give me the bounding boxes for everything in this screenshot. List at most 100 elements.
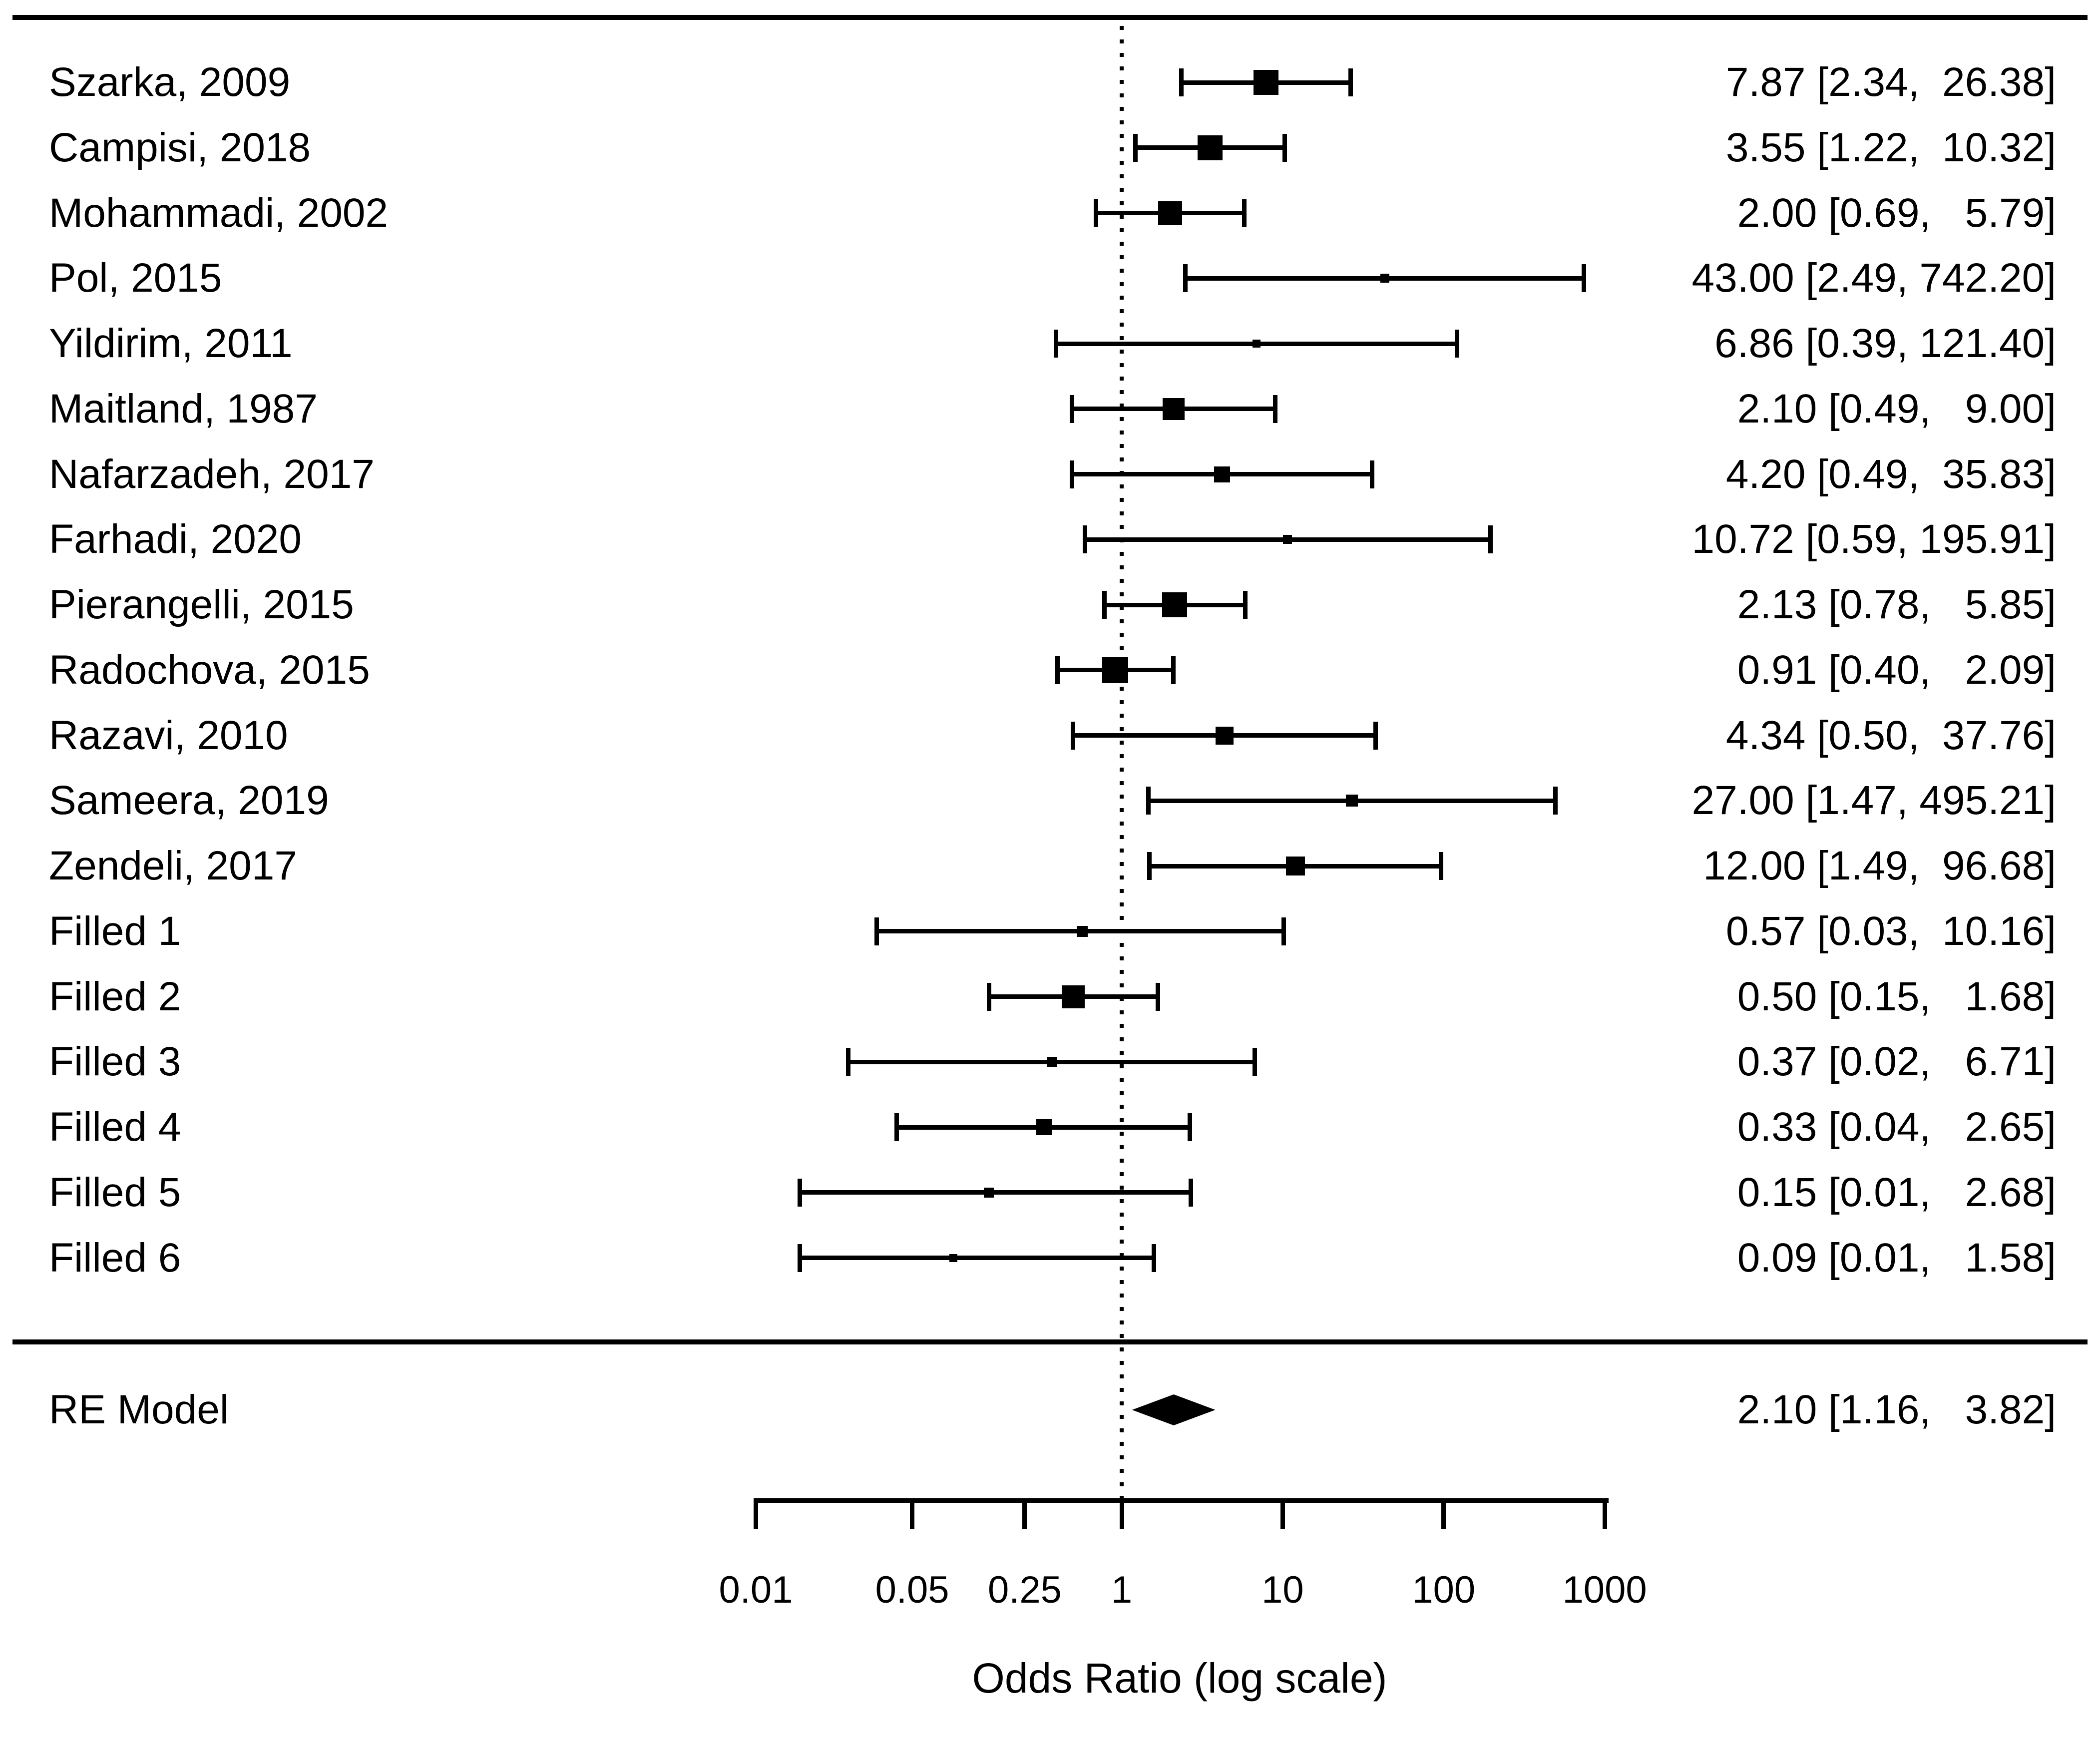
study-annotation: 10.72 [0.59, 195.91] (1691, 516, 2056, 562)
x-axis-tick (754, 1499, 758, 1529)
ci-cap-lower (1102, 591, 1107, 619)
ci-cap-upper (1488, 525, 1493, 554)
study-annotation: 3.55 [1.22, 10.32] (1714, 124, 2056, 170)
ci-cap-lower (1071, 721, 1076, 750)
ci-cap-upper (1273, 395, 1278, 423)
ci-cap-lower (986, 982, 991, 1011)
ci-cap-upper (1282, 133, 1287, 162)
study-annotation: 2.13 [0.78, 5.85] (1725, 582, 2056, 627)
x-axis-tick-label: 0.25 (987, 1569, 1062, 1611)
study-annotation: 4.34 [0.50, 37.76] (1714, 712, 2056, 758)
study-label: Maitland, 1987 (49, 386, 318, 432)
ci-cap-upper (1243, 591, 1248, 619)
ci-line (800, 1256, 1154, 1260)
summary-diamond (1132, 1394, 1216, 1425)
study-label: Nafarzadeh, 2017 (49, 451, 375, 497)
x-axis-tick-label: 0.01 (719, 1569, 793, 1611)
ci-cap-upper (1188, 1178, 1193, 1207)
x-axis-tick-label: 10 (1261, 1569, 1304, 1611)
study-label: Filled 5 (49, 1169, 181, 1215)
study-label: Filled 2 (49, 973, 181, 1019)
ci-cap-lower (1183, 264, 1188, 293)
ci-cap-lower (1146, 787, 1151, 815)
point-estimate-square (1252, 340, 1260, 348)
point-estimate-square (1346, 795, 1358, 807)
top-rule (12, 15, 2088, 20)
x-axis-tick (1119, 1499, 1124, 1529)
ci-cap-lower (1179, 68, 1184, 96)
ci-cap-lower (1053, 330, 1058, 358)
ci-cap-upper (1439, 852, 1444, 880)
ci-cap-upper (1156, 982, 1161, 1011)
study-annotation: 0.37 [0.02, 6.71] (1725, 1039, 2056, 1085)
study-label: Pol, 2015 (49, 255, 222, 301)
study-annotation: 0.33 [0.04, 2.65] (1725, 1104, 2056, 1150)
ci-cap-upper (1187, 1113, 1192, 1141)
ci-cap-upper (1151, 1244, 1156, 1272)
x-axis-line (754, 1498, 1609, 1503)
study-label: Filled 1 (49, 908, 181, 954)
study-label: Yildirim, 2011 (49, 321, 293, 366)
ci-cap-lower (797, 1178, 802, 1207)
separator-rule (12, 1339, 2088, 1344)
ci-cap-upper (1369, 460, 1374, 488)
reference-line-or-1 (1120, 26, 1124, 1498)
ci-line (800, 1190, 1191, 1195)
summary-annotation: 2.10 [1.16, 3.82] (1725, 1387, 2056, 1432)
ci-cap-lower (1069, 460, 1074, 488)
study-label: Zendeli, 2017 (49, 843, 297, 888)
ci-cap-lower (1082, 525, 1087, 554)
point-estimate-square (1162, 592, 1187, 617)
point-estimate-square (1061, 985, 1085, 1008)
point-estimate-square (1077, 925, 1088, 937)
study-label: Sameera, 2019 (49, 778, 329, 824)
ci-cap-lower (1133, 133, 1138, 162)
study-annotation: 0.50 [0.15, 1.68] (1725, 973, 2056, 1019)
ci-cap-lower (845, 1048, 850, 1076)
point-estimate-square (1214, 466, 1230, 482)
study-annotation: 7.87 [2.34, 26.38] (1714, 59, 2056, 105)
ci-cap-upper (1253, 1048, 1257, 1076)
study-label: Filled 6 (49, 1235, 181, 1281)
x-axis-tick-label: 1 (1111, 1569, 1133, 1611)
study-label: Farhadi, 2020 (49, 516, 302, 562)
x-axis-tick-label: 0.05 (875, 1569, 949, 1611)
x-axis-tick (1602, 1499, 1607, 1529)
point-estimate-square (1162, 398, 1185, 420)
ci-cap-upper (1171, 656, 1176, 684)
study-annotation: 6.86 [0.39, 121.40] (1703, 321, 2056, 366)
study-annotation: 2.10 [0.49, 9.00] (1725, 386, 2056, 432)
study-annotation: 0.91 [0.40, 2.09] (1725, 647, 2056, 693)
point-estimate-square (1283, 535, 1292, 544)
point-estimate-square (984, 1187, 994, 1198)
point-estimate-square (1380, 274, 1389, 283)
study-annotation: 4.20 [0.49, 35.83] (1714, 451, 2056, 497)
point-estimate-square (1285, 857, 1305, 875)
point-estimate-square (1158, 201, 1183, 225)
study-annotation: 0.09 [0.01, 1.58] (1725, 1235, 2056, 1281)
x-axis-tick (1022, 1499, 1027, 1529)
study-label: Szarka, 2009 (49, 59, 291, 105)
ci-cap-upper (1281, 917, 1286, 945)
study-annotation: 2.00 [0.69, 5.79] (1725, 190, 2056, 236)
ci-cap-upper (1348, 68, 1353, 96)
x-axis-tick-label: 100 (1412, 1569, 1476, 1611)
study-annotation: 43.00 [2.49, 742.20] (1691, 255, 2056, 301)
ci-cap-lower (1147, 852, 1152, 880)
study-label: Pierangelli, 2015 (49, 582, 354, 627)
ci-cap-lower (1055, 656, 1060, 684)
x-axis-tick-label: 1000 (1562, 1569, 1647, 1611)
ci-cap-upper (1373, 721, 1378, 750)
ci-cap-lower (874, 917, 879, 945)
x-axis-tick (1280, 1499, 1285, 1529)
ci-cap-lower (797, 1244, 802, 1272)
x-axis-tick (910, 1499, 915, 1529)
point-estimate-square (1102, 657, 1128, 683)
study-annotation: 12.00 [1.49, 96.68] (1703, 843, 2056, 888)
point-estimate-square (1047, 1057, 1057, 1067)
study-annotation: 0.57 [0.03, 10.16] (1714, 908, 2056, 954)
ci-cap-upper (1242, 199, 1247, 227)
study-label: Mohammadi, 2002 (49, 190, 389, 236)
ci-cap-lower (894, 1113, 899, 1141)
point-estimate-square (1198, 135, 1223, 160)
